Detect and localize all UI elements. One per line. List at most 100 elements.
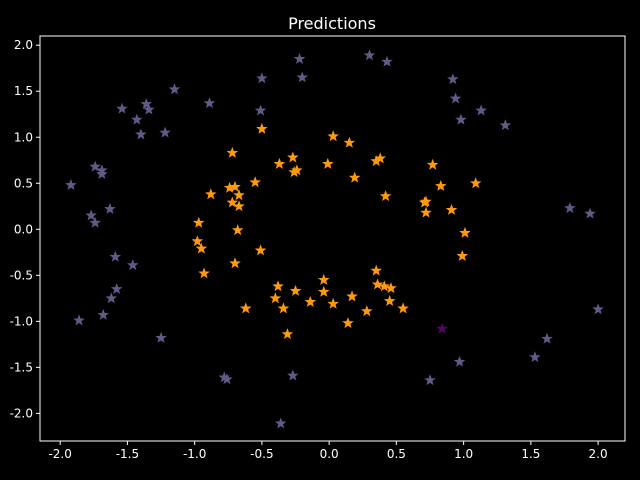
data-point-inner xyxy=(456,249,469,261)
x-tick-label: 1.5 xyxy=(521,447,540,461)
data-point-inner xyxy=(256,122,268,134)
data-point-outer xyxy=(127,259,139,271)
data-point-outer xyxy=(85,209,97,221)
x-tick-label: 0.5 xyxy=(387,447,406,461)
data-point-outer xyxy=(73,314,85,326)
data-point-inner xyxy=(269,292,282,304)
y-tick-label: 0.0 xyxy=(14,222,33,236)
x-axis: -2.0 -1.5 -1.0 -0.5 0.0 0.5 1.0 1.5 2.0 xyxy=(48,441,608,461)
data-point-outer xyxy=(296,71,308,83)
data-point-inner xyxy=(195,242,208,254)
data-point-outer xyxy=(65,179,77,191)
data-point-outer xyxy=(131,113,143,125)
data-point-inner xyxy=(191,235,204,247)
data-point-outer xyxy=(424,374,436,386)
data-point-inner xyxy=(198,267,210,279)
data-point-inner xyxy=(249,176,261,188)
data-point-outer xyxy=(584,207,596,219)
data-point-inner xyxy=(229,257,241,269)
data-point-inner xyxy=(205,188,217,200)
data-point-inner xyxy=(348,171,361,183)
data-point-inner xyxy=(327,130,339,142)
data-point-inner xyxy=(223,181,236,193)
data-point-outer xyxy=(254,104,267,116)
data-point-outer xyxy=(110,283,123,295)
data-point-inner xyxy=(289,284,302,296)
data-point-outer xyxy=(221,373,233,385)
data-point-inner xyxy=(420,195,432,207)
data-point-outer xyxy=(89,160,101,172)
data-point-inner xyxy=(342,317,354,329)
y-tick-label: -1.5 xyxy=(10,360,33,374)
y-tick-label: 1.5 xyxy=(14,84,33,98)
x-tick-label: -1.0 xyxy=(183,447,206,461)
data-point-inner xyxy=(435,179,447,191)
chart-title: Predictions xyxy=(288,14,376,33)
data-point-outer xyxy=(203,97,216,109)
data-point-inner xyxy=(445,203,458,215)
data-point-outer xyxy=(449,92,462,104)
data-point-outer xyxy=(453,355,466,367)
data-point-inner xyxy=(272,280,284,292)
data-point-inner xyxy=(378,280,391,292)
data-point-inner xyxy=(383,295,396,306)
data-point-inner xyxy=(192,216,205,228)
data-point-inner xyxy=(233,189,245,201)
x-tick-label: -0.5 xyxy=(250,447,273,461)
data-point-outer xyxy=(363,49,376,61)
data-point-outer xyxy=(381,55,393,67)
data-point-inner xyxy=(379,190,392,202)
data-point-inner xyxy=(426,158,439,170)
data-point-inner xyxy=(385,282,397,294)
data-point-outer xyxy=(109,250,122,262)
data-point-outer xyxy=(447,73,459,85)
data-point-outer xyxy=(274,417,287,429)
data-point-inner xyxy=(277,302,290,314)
data-point-inner xyxy=(459,226,471,238)
data-point-outer xyxy=(293,52,306,64)
data-point-inner xyxy=(233,200,245,212)
data-point-inner xyxy=(291,164,303,176)
data-point-outer xyxy=(592,303,604,315)
data-point-inner xyxy=(318,285,330,297)
data-point-outer xyxy=(96,168,108,179)
data-point-inner xyxy=(231,224,244,236)
y-tick-label: 2.0 xyxy=(14,38,33,52)
data-point-outer xyxy=(499,119,512,131)
data-point-inner xyxy=(343,136,356,148)
data-point-outer xyxy=(155,331,167,343)
data-point-inner xyxy=(226,196,239,208)
data-point-outer xyxy=(159,126,171,138)
data-point-misclassified xyxy=(436,322,448,334)
data-point-outer xyxy=(529,351,541,363)
data-point-inner xyxy=(281,328,294,340)
data-point-outer xyxy=(89,216,101,228)
y-tick-label: -2.0 xyxy=(10,406,33,420)
data-point-inner xyxy=(304,295,317,307)
y-axis: 2.0 1.5 1.0 0.5 0.0 -0.5 -1.0 -1.5 -2.0 xyxy=(10,38,40,420)
y-tick-label: -1.0 xyxy=(10,314,33,328)
data-point-inner xyxy=(361,305,373,317)
data-point-outer xyxy=(143,103,155,115)
data-point-outer xyxy=(168,83,181,95)
data-point-outer xyxy=(104,202,116,214)
data-point-inner xyxy=(229,180,241,192)
y-tick-label: 1.0 xyxy=(14,130,33,144)
data-point-outer xyxy=(116,102,128,114)
data-point-inner xyxy=(374,152,386,164)
plot-area-frame xyxy=(39,35,626,442)
data-point-outer xyxy=(97,308,109,320)
x-tick-label: 1.0 xyxy=(454,447,473,461)
data-point-inner xyxy=(287,151,299,163)
data-point-inner xyxy=(254,244,267,256)
data-point-inner xyxy=(346,290,358,302)
y-tick-label: 0.5 xyxy=(14,176,33,190)
data-point-outer xyxy=(96,164,108,176)
data-point-outer xyxy=(287,369,299,381)
data-point-outer xyxy=(256,72,268,84)
data-point-inner xyxy=(327,297,339,309)
data-point-outer xyxy=(455,113,467,125)
data-points xyxy=(65,49,604,429)
data-point-inner xyxy=(318,273,330,285)
